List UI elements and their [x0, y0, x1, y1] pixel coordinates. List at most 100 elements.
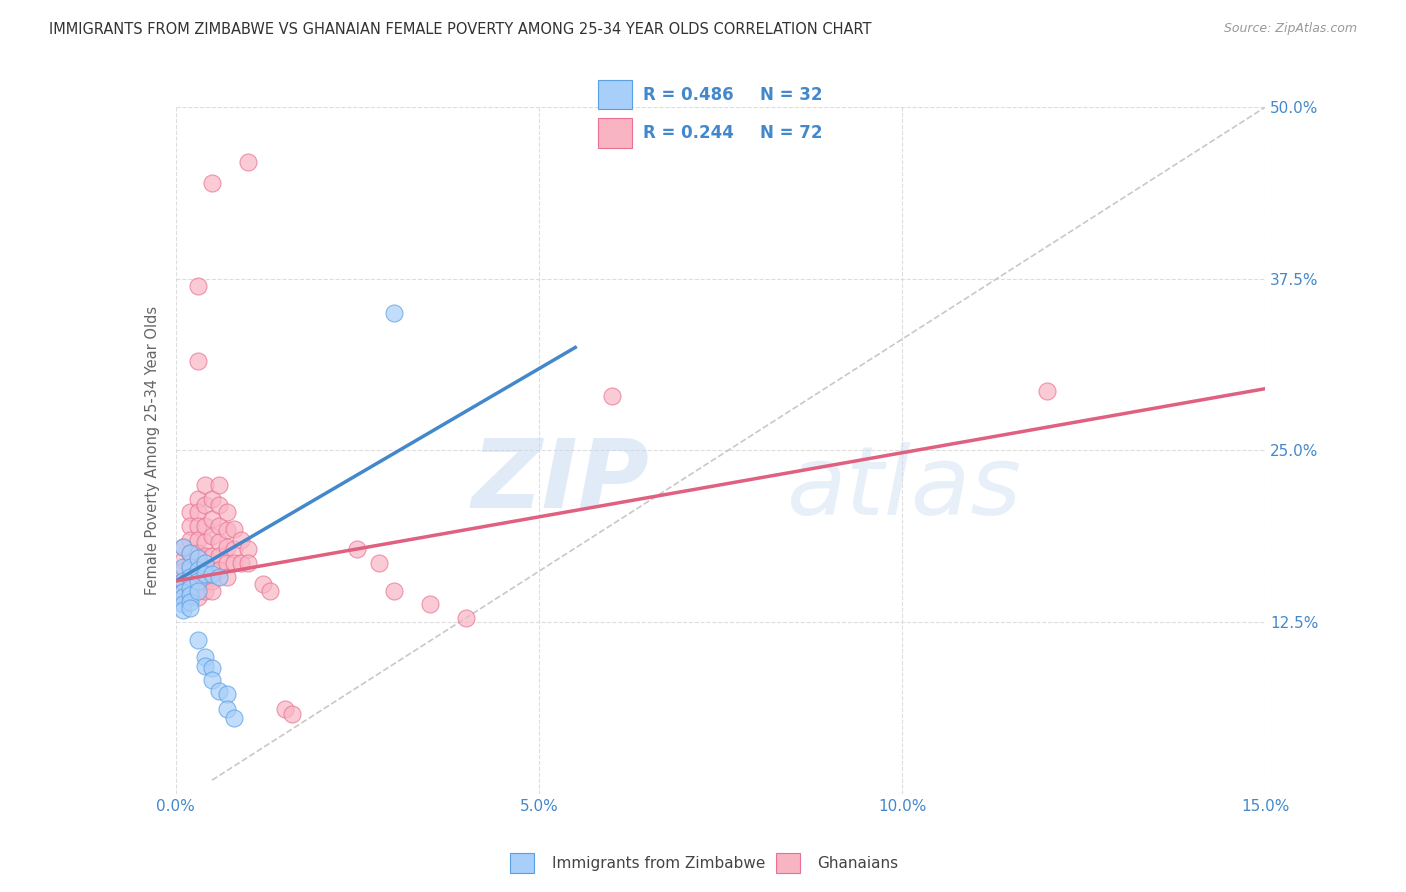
Point — [281, 707, 304, 722]
Point — [208, 535, 231, 549]
Point — [215, 570, 238, 584]
Point — [172, 583, 194, 598]
Point — [222, 556, 245, 570]
Point — [259, 583, 281, 598]
Point — [179, 560, 201, 574]
Point — [231, 533, 253, 547]
Point — [208, 519, 231, 533]
Point — [194, 563, 217, 577]
Point — [179, 601, 201, 615]
Text: N = 32: N = 32 — [759, 86, 823, 103]
Bar — [776, 853, 800, 873]
Point — [346, 542, 368, 557]
Text: IMMIGRANTS FROM ZIMBABWE VS GHANAIAN FEMALE POVERTY AMONG 25-34 YEAR OLDS CORREL: IMMIGRANTS FROM ZIMBABWE VS GHANAIAN FEM… — [49, 22, 872, 37]
Point — [215, 540, 238, 554]
Point — [179, 546, 201, 561]
Point — [208, 570, 231, 584]
Point — [252, 576, 274, 591]
Y-axis label: Female Poverty Among 25-34 Year Olds: Female Poverty Among 25-34 Year Olds — [145, 306, 160, 595]
Point — [179, 565, 201, 579]
Point — [194, 556, 217, 570]
Point — [194, 535, 217, 549]
Point — [172, 553, 194, 567]
Point — [201, 491, 224, 506]
Point — [201, 583, 224, 598]
Point — [215, 505, 238, 519]
Point — [179, 519, 201, 533]
Text: Immigrants from Zimbabwe: Immigrants from Zimbabwe — [551, 855, 765, 871]
Point — [194, 574, 217, 588]
Point — [208, 478, 231, 492]
Point — [194, 519, 217, 533]
Point — [382, 306, 405, 320]
Point — [186, 581, 209, 595]
Text: ZIP: ZIP — [472, 435, 650, 528]
Point — [222, 711, 245, 725]
Point — [238, 155, 260, 169]
Point — [238, 556, 260, 570]
Point — [179, 588, 201, 602]
Point — [194, 499, 217, 513]
Point — [179, 546, 201, 561]
Text: Ghanaians: Ghanaians — [817, 855, 898, 871]
Point — [194, 583, 217, 598]
Point — [186, 591, 209, 605]
Point — [194, 478, 217, 492]
Point — [222, 522, 245, 536]
Bar — [510, 853, 534, 873]
Text: atlas: atlas — [786, 442, 1021, 534]
Point — [172, 585, 194, 599]
Point — [201, 567, 224, 582]
Point — [215, 556, 238, 570]
Point — [172, 560, 194, 574]
Point — [208, 563, 231, 577]
Point — [456, 611, 478, 625]
Point — [382, 583, 405, 598]
Point — [186, 354, 209, 368]
Point — [194, 567, 217, 582]
Point — [179, 574, 201, 588]
Point — [201, 660, 224, 674]
Point — [186, 550, 209, 565]
Point — [179, 570, 201, 584]
Point — [222, 542, 245, 557]
Bar — [599, 118, 633, 147]
Bar — [599, 80, 633, 110]
Point — [186, 519, 209, 533]
Point — [215, 702, 238, 716]
Point — [179, 583, 201, 598]
Point — [194, 659, 217, 673]
Point — [368, 556, 391, 570]
Point — [172, 574, 194, 588]
Point — [215, 523, 238, 537]
Point — [172, 597, 194, 611]
Point — [201, 528, 224, 542]
Point — [231, 556, 253, 570]
Point — [419, 597, 441, 611]
Point — [172, 574, 194, 588]
Point — [201, 512, 224, 526]
Point — [179, 591, 201, 605]
Point — [238, 542, 260, 557]
Point — [186, 546, 209, 561]
Point — [194, 649, 217, 664]
Point — [172, 540, 194, 554]
Text: Source: ZipAtlas.com: Source: ZipAtlas.com — [1223, 22, 1357, 36]
Point — [201, 574, 224, 588]
Point — [186, 560, 209, 574]
Text: N = 72: N = 72 — [759, 124, 823, 142]
Point — [179, 556, 201, 570]
Point — [201, 549, 224, 564]
Point — [172, 540, 194, 554]
Point — [186, 574, 209, 588]
Point — [208, 499, 231, 513]
Point — [186, 505, 209, 519]
Point — [600, 388, 623, 402]
Point — [201, 563, 224, 577]
Point — [215, 687, 238, 701]
Point — [201, 176, 224, 190]
Point — [186, 278, 209, 293]
Point — [186, 533, 209, 547]
Point — [179, 533, 201, 547]
Point — [201, 673, 224, 687]
